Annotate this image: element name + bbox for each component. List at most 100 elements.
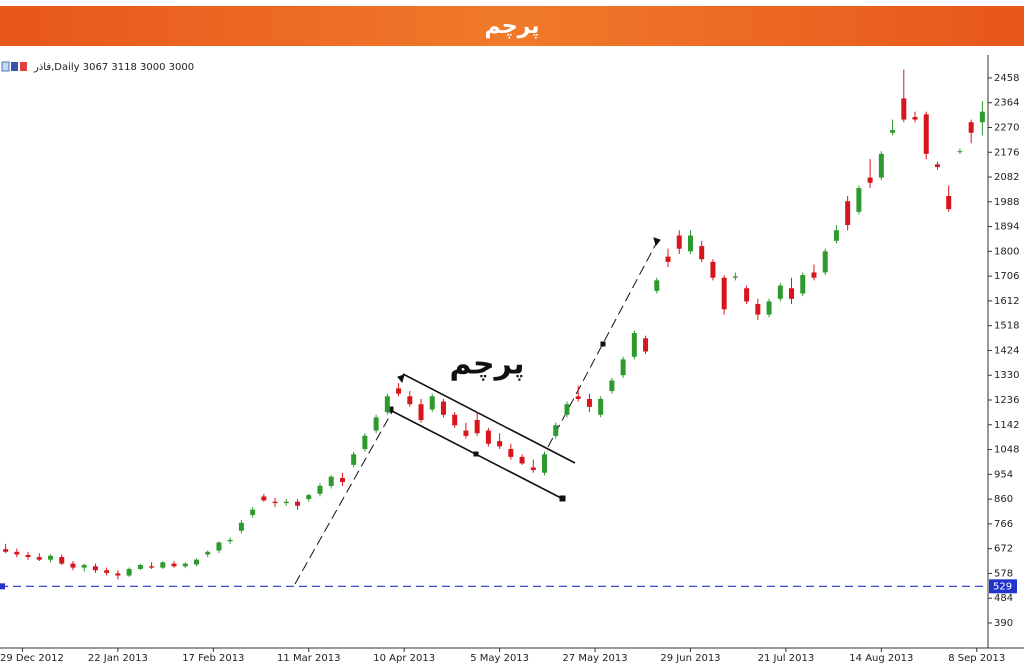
candle-body [171,563,177,567]
candle-body [878,153,884,178]
candle-body [396,388,402,394]
candle-body [115,573,121,576]
candle-body [530,467,536,471]
candle-body [497,441,503,447]
pattern-label: پرچم [449,347,524,382]
candle-body [957,151,963,153]
candle-body [553,425,559,436]
candle-body [744,288,750,302]
candle-body [429,396,435,410]
candle-body [261,496,267,501]
candle-body [70,563,76,568]
candle-body [845,201,851,225]
y-tick-label: 1142 [994,420,1019,431]
candle-body [205,551,211,555]
x-tick-label: 11 Mar 2013 [277,653,340,664]
level-label-box [989,579,1017,594]
candle-body [92,566,98,571]
candle-body [160,562,166,568]
candle-body [384,396,390,413]
candle-body [766,301,772,315]
candle-body [126,568,132,576]
candle-body [867,177,873,183]
candle-body [328,476,334,486]
candle-body [912,116,918,120]
candle-body [564,404,570,415]
candle-body [643,338,649,352]
candle-body [418,404,424,421]
candle-body [934,164,940,168]
candle-body [452,414,458,426]
y-tick-label: 390 [994,618,1013,629]
candle-body [946,196,952,210]
y-tick-label: 2458 [994,73,1019,84]
candle-body [182,563,188,567]
y-tick-label: 2270 [994,122,1019,133]
candle-body [25,554,31,558]
candle-body [890,130,896,133]
candle-body [856,188,862,212]
candle-body [104,570,110,573]
header-bar [0,6,1024,46]
candle-body [339,478,345,482]
candle-body [665,256,671,262]
candle-body [789,288,795,299]
candle-body [901,98,907,120]
candle-body [295,501,301,506]
y-tick-label: 578 [994,568,1013,579]
candle-body [81,564,87,568]
flag-drawings [294,237,661,585]
candle-body [14,551,20,555]
candle-body [800,275,806,294]
candle-body [676,235,682,249]
candle-body [631,333,637,357]
candle-body [777,285,783,299]
candle-body [3,549,9,552]
candle-body [59,557,65,564]
candle-body [654,280,660,291]
y-tick-label: 1330 [994,370,1019,381]
y-tick-label: 2176 [994,147,1019,158]
y-tick-label: 1048 [994,445,1019,456]
candle-body [968,122,974,133]
candle-body [474,420,480,434]
x-tick-label: 8 Sep 2013 [948,653,1005,664]
candle-body [216,542,222,551]
chart-title: پرچم [484,14,539,39]
candle-body [36,557,42,560]
y-tick-label: 766 [994,519,1013,530]
candle-body [755,304,761,315]
candle-body [811,272,817,278]
candle-body [923,114,929,154]
y-tick-label: 1612 [994,296,1019,307]
y-tick-label: 484 [994,593,1013,604]
candle-body [283,501,289,504]
candle-body [193,559,199,565]
candle-body [699,246,705,260]
y-tick-label: 1236 [994,395,1019,406]
candle-body [48,555,54,560]
candle-body [732,276,738,278]
toolbar-icons [1,61,27,72]
y-tick-label: 954 [994,469,1013,480]
candle-body [362,435,368,450]
x-tick-label: 17 Feb 2013 [182,653,244,664]
x-tick-label: 21 Jul 2013 [758,653,815,664]
y-tick-label: 1424 [994,345,1019,356]
candle-body [620,359,626,376]
candle-body [306,495,312,500]
y-tick-label: 1706 [994,271,1019,282]
candle-body [721,277,727,310]
candle-body [979,111,985,123]
y-tick-label: 2364 [994,98,1019,109]
symbol-info: فاذر,Daily 3067 3118 3000 3000 [33,62,194,73]
candle-body [710,261,716,278]
level-marker [0,583,5,590]
candle-body [351,454,357,465]
x-tick-label: 22 Jan 2013 [88,653,148,664]
candle-body [586,398,592,407]
candle-body [272,501,278,504]
y-tick-label: 860 [994,494,1013,505]
y-tick-label: 1800 [994,246,1019,257]
